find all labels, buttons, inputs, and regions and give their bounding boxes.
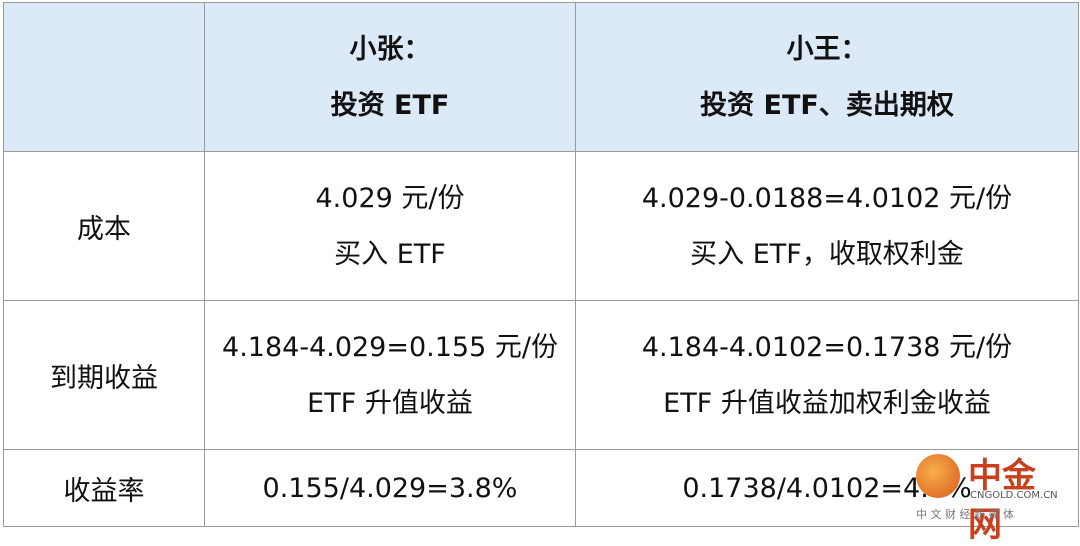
cell-line: 0.155/4.029=3.8% — [262, 472, 518, 504]
table-cell: 4.029-0.0188=4.0102 元/份 买入 ETF，收取权利金 — [575, 151, 1079, 301]
page: 小张： 投资 ETF 小王： 投资 ETF、卖出期权 成本 4.029 元/份 买入 ETF… — [3, 2, 1079, 545]
table-cell — [3, 2, 205, 152]
cell-line: ETF 升值收益加权利金收益 — [663, 387, 991, 419]
cell-line: 4.184-4.029=0.155 元/份 — [222, 331, 558, 363]
table-cell: 0.155/4.029=3.8% — [204, 449, 576, 527]
cell-line: 买入 ETF — [334, 238, 446, 270]
cell-line: 4.029-0.0188=4.0102 元/份 — [641, 182, 1013, 214]
table-cell: 4.029 元/份 买入 ETF — [204, 151, 576, 301]
cell-line: 4.029 元/份 — [315, 182, 465, 214]
watermark-site: CNGOLD.COM.CN — [970, 490, 1058, 501]
table-cell: 成本 — [3, 151, 205, 301]
watermark: 中金网 CNGOLD.COM.CN 中 文 财 经 新 媒 体 — [916, 446, 1066, 545]
cell-line: 小王： — [786, 33, 868, 65]
comparison-table: 小张： 投资 ETF 小王： 投资 ETF、卖出期权 成本 4.029 元/份 买入 ETF… — [3, 2, 1079, 527]
table-cell: 4.184-4.0102=0.1738 元/份 ETF 升值收益加权利金收益 — [575, 300, 1079, 450]
table-row: 到期收益 4.184-4.029=0.155 元/份 ETF 升值收益 4.184-4… — [3, 300, 1079, 450]
table-cell: 0.1738/4.0102=4.3% — [575, 449, 1079, 527]
table-cell: 4.184-4.029=0.155 元/份 ETF 升值收益 — [204, 300, 576, 450]
table-cell: 小张： 投资 ETF — [204, 2, 576, 152]
table-cell: 收益率 — [3, 449, 205, 527]
cell-line: 小张： — [349, 33, 431, 65]
cell-line: 投资 ETF、卖出期权 — [700, 89, 954, 121]
table-row: 成本 4.029 元/份 买入 ETF 4.029-0.0188=4.0102 元/份… — [3, 151, 1079, 301]
cell-line: 买入 ETF，收取权利金 — [690, 238, 964, 270]
table-row: 收益率 0.155/4.029=3.8% 0.1738/4.0102=4.3% — [3, 449, 1079, 527]
cell-line: 4.184-4.0102=0.1738 元/份 — [641, 331, 1013, 363]
table-cell: 小王： 投资 ETF、卖出期权 — [575, 2, 1079, 152]
watermark-logo — [916, 454, 960, 498]
table-cell: 到期收益 — [3, 300, 205, 450]
header-row: 小张： 投资 ETF 小王： 投资 ETF、卖出期权 — [3, 2, 1079, 152]
watermark-tagline: 中 文 财 经 新 媒 体 — [916, 508, 1014, 521]
cell-line: ETF 升值收益 — [307, 387, 473, 419]
cell-line: 投资 ETF — [330, 89, 450, 121]
